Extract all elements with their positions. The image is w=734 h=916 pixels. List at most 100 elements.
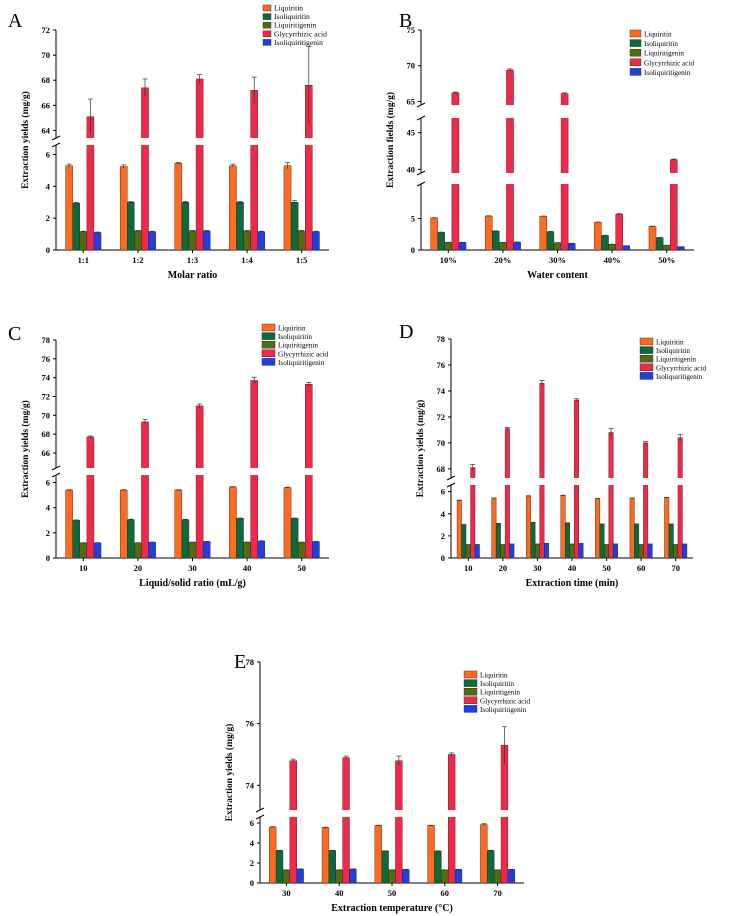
- bar-break-gap: [140, 138, 150, 145]
- bar-glycyrrhizic-acid-3: [615, 214, 623, 251]
- legend-swatch-liquiritigenin: [261, 341, 276, 349]
- bar-isoliquiritigenin-1: [509, 543, 515, 559]
- x-axis-title: Water content: [527, 270, 588, 281]
- bar-liquiritigenin-5: [638, 544, 644, 559]
- bar-liquiritin-5: [629, 498, 635, 559]
- chart-panel-d: 0 2 4 6 68 70 72 74 76 78 10 20 30 40 50 60 70 Extraction…: [399, 321, 706, 589]
- axis-break-mark: [416, 102, 426, 108]
- x-tick-label: 1:4: [241, 255, 253, 265]
- bar-isoliquiritin-2: [381, 850, 389, 884]
- legend-label: Liquiritigenin: [656, 356, 696, 364]
- bar-liquiritigenin-6: [673, 544, 679, 559]
- bar-liquiritigenin-1: [499, 242, 507, 251]
- y-axis-title: Extraction yields (mg/g): [20, 400, 31, 498]
- legend-swatch-liquiritigenin: [629, 49, 642, 57]
- bar-liquiritin-2: [174, 489, 183, 559]
- legend-swatch-isoliquiritigenin: [629, 68, 642, 76]
- legend-swatch-liquiritigenin: [639, 355, 654, 363]
- bar-break-gap: [573, 478, 580, 485]
- legend: LiquiritinIsoliquiritinLiquiritigeninGly…: [639, 337, 706, 381]
- y-tick-label: 76: [42, 354, 51, 364]
- legend-swatch-liquiritin: [639, 337, 654, 346]
- y-tick-label: 64: [42, 125, 51, 135]
- bar-liquiritin-0: [65, 489, 73, 559]
- bar-break-gap: [451, 105, 460, 118]
- bar-glycyrrhizic-acid-1: [342, 757, 350, 884]
- y-tick-label: 6: [46, 478, 50, 488]
- bar-break-gap: [470, 478, 476, 485]
- bar-break-gap: [539, 478, 545, 485]
- y-axis-title: Extraction yields (mg/g): [20, 91, 31, 189]
- legend-swatch-isoliquiritin: [261, 332, 276, 340]
- y-tick-label: 66: [42, 100, 51, 110]
- bar-liquiritin-3: [427, 825, 435, 884]
- legend-label: Glycyrrhizic acid: [480, 697, 530, 705]
- bar-break-gap: [447, 810, 456, 817]
- bar-break-gap: [451, 173, 460, 184]
- y-tick-label: 6: [250, 818, 254, 828]
- axis-break-mark: [255, 807, 265, 813]
- bar-break-gap: [608, 478, 614, 485]
- axis-break-mark: [51, 142, 61, 148]
- bar-glycyrrhizic-acid-2: [195, 405, 204, 559]
- y-tick-label: 70: [407, 61, 416, 71]
- bar-glycyrrhizic-acid-2: [539, 382, 545, 559]
- bar-liquiritin-0: [269, 826, 277, 884]
- bar-isoliquiritigenin-1: [349, 868, 357, 884]
- legend-swatch-isoliquiritin: [463, 679, 478, 687]
- x-tick-label: 1:2: [132, 255, 143, 265]
- y-tick-label: 74: [437, 386, 446, 396]
- bar-glycyrrhizic-acid-0: [86, 436, 95, 559]
- y-tick-label: 4: [250, 838, 255, 848]
- bar-isoliquiritigenin-2: [543, 543, 549, 559]
- y-tick-label: 2: [46, 213, 50, 223]
- y-tick-label: 78: [246, 657, 255, 667]
- legend-swatch-isoliquiritigenin: [262, 39, 272, 46]
- bar-isoliquiritigenin-2: [402, 869, 410, 884]
- bar-break-gap: [615, 173, 624, 184]
- bar-isoliquiritigenin-3: [257, 231, 266, 251]
- bar-liquiritigenin-1: [134, 230, 142, 251]
- bar-isoliquiritin-2: [181, 202, 190, 251]
- bar-isoliquiritin-1: [495, 523, 501, 559]
- x-axis-title: Molar ratio: [168, 270, 218, 281]
- bar-liquiritin-4: [595, 498, 601, 559]
- y-tick-label: 72: [437, 412, 446, 422]
- y-tick-label: 4: [441, 509, 446, 519]
- bar-break-gap: [669, 173, 678, 184]
- bar-liquiritigenin-0: [79, 542, 88, 559]
- y-tick-label: 6: [441, 487, 445, 497]
- bar-isoliquiritin-6: [668, 524, 674, 559]
- legend-label: Isoliquiritin: [274, 12, 310, 21]
- bar-glycyrrhizic-acid-1: [504, 428, 510, 559]
- bar-liquiritin-1: [321, 827, 330, 884]
- legend-label: Liquiritin: [656, 339, 684, 347]
- bar-isoliquiritigenin-0: [93, 542, 102, 559]
- y-tick-label: 76: [246, 719, 255, 729]
- bar-break-gap: [86, 468, 95, 475]
- x-tick-label: 20: [499, 563, 508, 573]
- bar-glycyrrhizic-acid-1: [141, 87, 149, 251]
- bar-isoliquiritin-4: [599, 524, 605, 559]
- legend-label: Isoliquiritigenin: [656, 373, 703, 381]
- y-axis-title: Extraction yields (mg/g): [415, 400, 426, 498]
- bar-isoliquiritin-3: [601, 235, 609, 251]
- legend-swatch-liquiritigenin: [463, 688, 478, 696]
- legend-label: Glycyrrhizic acid: [644, 59, 694, 67]
- bar-isoliquiritin-2: [530, 522, 536, 559]
- bar-isoliquiritin-5: [634, 524, 640, 559]
- bar-liquiritin-2: [374, 825, 382, 884]
- x-tick-label: 40: [568, 563, 577, 573]
- x-tick-label: 70: [493, 888, 502, 898]
- legend-label: Glycyrrhizic acid: [278, 350, 328, 358]
- legend-label: Liquiritigenin: [644, 50, 684, 58]
- legend-label: Liquiritigenin: [278, 342, 318, 350]
- bar-liquiritigenin-0: [79, 231, 88, 251]
- x-tick-label: 60: [441, 888, 450, 898]
- bar-break-gap: [342, 810, 350, 817]
- bar-glycyrrhizic-acid-5: [643, 442, 649, 559]
- bar-liquiritigenin-0: [444, 242, 453, 251]
- legend-swatch-glycyrrhizic-acid: [262, 30, 272, 37]
- bar-liquiritin-1: [484, 215, 493, 251]
